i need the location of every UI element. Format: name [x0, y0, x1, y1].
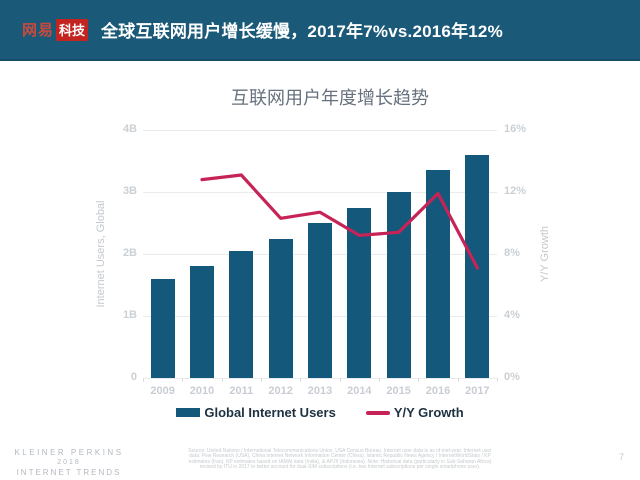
x-tick-label-2015: 2015 [386, 385, 411, 397]
legend-item-line: Y/Y Growth [365, 405, 464, 420]
x-tick-label-2013: 2013 [307, 385, 333, 397]
credit-line-2: 2018 [57, 459, 81, 466]
gridline [143, 191, 497, 193]
kleiner-perkins-credit: KLEINER PERKINS 2018 INTERNET TRENDS [10, 448, 128, 477]
credit-line-1: KLEINER PERKINS [14, 448, 124, 457]
right-axis-tick-label: 4% [504, 309, 520, 321]
bar-series-label: Global Internet Users [204, 405, 336, 420]
bar-series-swatch [176, 408, 201, 417]
left-axis-tick-label: 0 [130, 371, 137, 383]
chart-title: 互联网用户年度增长趋势 [231, 88, 429, 108]
gridline [143, 129, 497, 131]
x-axis-tick [457, 378, 459, 382]
logo-brand-text: 网易 [22, 22, 55, 39]
right-axis-tick-label: 0% [504, 371, 520, 383]
x-tick-label-2011: 2011 [229, 385, 254, 397]
bar-2010 [190, 266, 214, 378]
header-bar: 网易 科技 全球互联网用户增长缓慢，2017年7%vs.2016年12% [0, 0, 640, 61]
x-tick-label-2012: 2012 [268, 385, 293, 397]
left-axis-tick-label: 2B [122, 247, 137, 259]
logo-sub-badge: 科技 [56, 18, 89, 41]
bar-2013 [308, 223, 332, 378]
x-tick-label-2017: 2017 [465, 385, 490, 397]
bar-2012 [268, 238, 293, 378]
x-axis-tick [143, 378, 144, 382]
x-axis-tick [221, 378, 223, 382]
bar-2009 [150, 278, 175, 378]
bar-2011 [229, 250, 254, 378]
left-axis-tick-label: 4B [122, 123, 137, 135]
gridline [143, 377, 497, 379]
line-series-label: Y/Y Growth [393, 405, 464, 420]
x-tick-label-2010: 2010 [189, 385, 215, 397]
source-line: estimates (Iran). KP estimates based on … [188, 458, 492, 465]
credit-line-3: INTERNET TRENDS [16, 468, 122, 477]
x-axis-tick [261, 378, 262, 382]
x-axis-tick [379, 378, 380, 382]
source-line: revised by ITU in 2017 to better account… [199, 463, 481, 470]
x-axis-tick [182, 378, 184, 382]
x-axis-labels: 2009 2010 2011 2012 2013 2014 2015 2016 2017 [143, 385, 497, 399]
page-title: 全球互联网用户增长缓慢，2017年7%vs.2016年12% [101, 22, 503, 41]
page-number: 7 [618, 452, 624, 462]
bar-2016 [426, 170, 450, 378]
x-axis-tick [497, 378, 498, 382]
x-tick-label-2016: 2016 [425, 385, 451, 397]
netease-tech-logo: 网易 科技 [22, 18, 89, 41]
source-line: Source: United Nations / International T… [188, 448, 492, 454]
legend-item-bars: Global Internet Users [176, 405, 336, 420]
growth-line [200, 173, 479, 270]
x-axis-tick [300, 378, 302, 382]
left-axis-tick-label: 3B [122, 185, 137, 197]
x-tick-label-2009: 2009 [150, 385, 175, 397]
right-axis-tick-label: 16% [504, 123, 527, 135]
line-series-swatch [365, 410, 390, 415]
x-axis-tick [339, 378, 341, 382]
x-axis-tick [418, 378, 420, 382]
right-axis-tick-label: 8% [504, 247, 520, 259]
chart-legend: Global Internet Users Y/Y Growth [0, 405, 640, 420]
source-note: Source: United Nations / International T… [130, 448, 550, 470]
right-axis-tick-label: 12% [504, 185, 527, 197]
x-tick-label-2014: 2014 [347, 385, 372, 397]
source-line: data: Pew Research (USA), China Internet… [189, 453, 491, 460]
plot-area [143, 129, 498, 382]
left-axis-tick-label: 1B [122, 309, 137, 321]
